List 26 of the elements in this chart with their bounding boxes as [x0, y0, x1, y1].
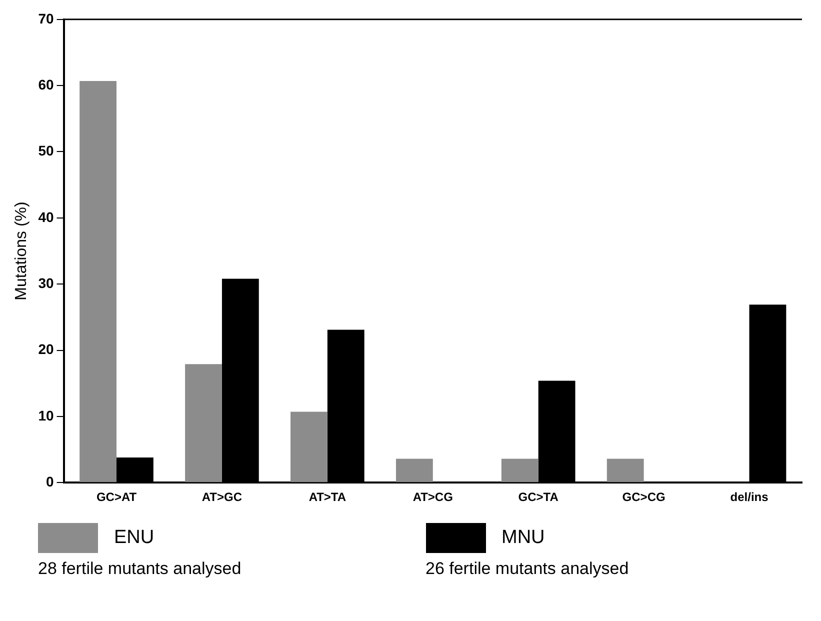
text: 26 fertile mutants analysed	[426, 559, 630, 579]
bar	[185, 364, 222, 482]
x-tick-label: AT>CG	[412, 490, 453, 504]
y-tick-label: 10	[38, 407, 54, 424]
x-tick-label: del/ins	[730, 490, 769, 504]
bar	[290, 412, 328, 482]
y-tick-label: 60	[38, 76, 54, 92]
bar	[396, 458, 433, 482]
x-tick-label: GC>CG	[622, 490, 666, 504]
y-tick-label: 40	[38, 208, 54, 225]
y-tick-label: 0	[46, 473, 54, 490]
legend-label: MNU	[502, 527, 545, 549]
y-axis-title: Mutations (%)	[13, 202, 30, 300]
y-tick-label: 70	[38, 10, 54, 26]
x-tick-label: GC>TA	[518, 490, 559, 504]
bar	[80, 80, 117, 482]
x-tick-label: AT>GC	[202, 490, 242, 504]
legend-label: ENU	[114, 527, 154, 549]
text: 28 fertile mutants analysed	[38, 559, 242, 579]
y-tick-label: 50	[38, 142, 54, 159]
y-tick-label: 20	[38, 341, 54, 358]
x-tick-label: GC>AT	[96, 490, 138, 504]
bar	[501, 458, 538, 482]
x-tick-label: AT>TA	[308, 490, 346, 504]
y-tick-label: 30	[38, 274, 54, 291]
bar	[606, 458, 644, 482]
